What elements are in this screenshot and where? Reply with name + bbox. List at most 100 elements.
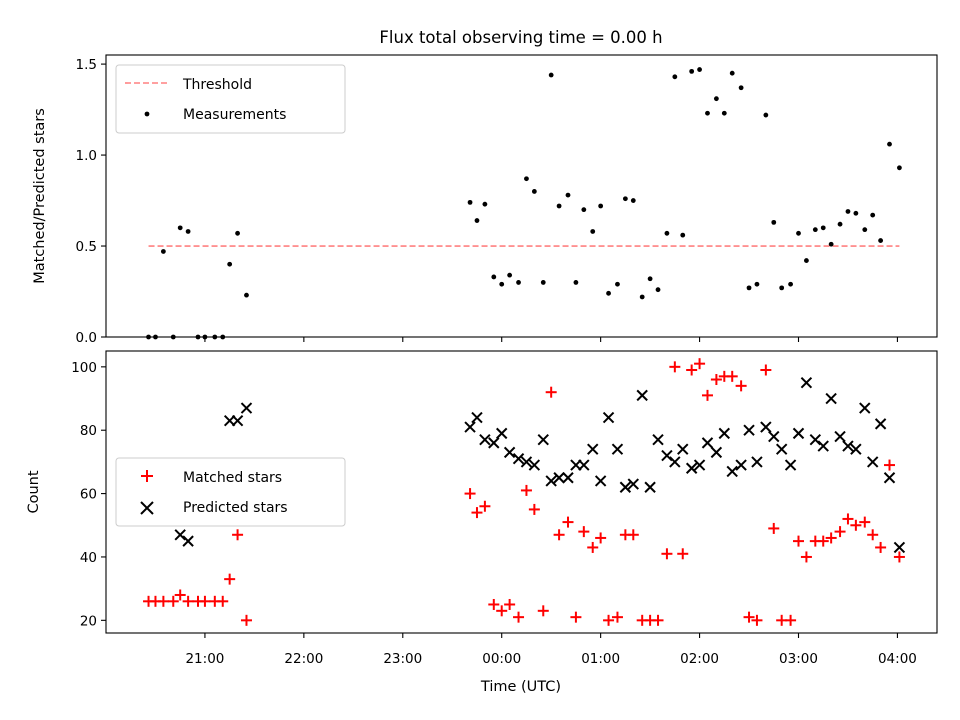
matched-point (726, 370, 738, 382)
predicted-point (652, 434, 664, 446)
matched-point (232, 529, 244, 541)
matched-point (488, 598, 500, 610)
matched-point (677, 548, 689, 560)
count-y-axis: 20 40 60 80 100 (71, 360, 106, 629)
x-tick-label: 22:00 (284, 651, 323, 667)
matched-point (199, 595, 211, 607)
matched-point (768, 522, 780, 534)
x-tick-label: 03:00 (779, 651, 818, 667)
ratio-y-axis: 0.0 0.5 1.0 1.5 (76, 57, 106, 346)
matched-point (859, 516, 871, 528)
measurement-point (606, 290, 611, 296)
measurement-point (672, 74, 678, 80)
predicted-point (760, 421, 772, 433)
measurement-point (548, 72, 554, 78)
predicted-point (768, 430, 780, 443)
measurement-point (853, 210, 859, 216)
matched-point (686, 364, 698, 376)
predicted-point (800, 376, 813, 389)
predicted-point (817, 440, 829, 452)
x-tick-label: 21:00 (185, 651, 224, 667)
predicted-point (743, 424, 755, 436)
measurement-point (779, 285, 785, 291)
predicted-point (594, 475, 607, 487)
predicted-legend-swatch (140, 501, 154, 515)
predicted-point (644, 481, 656, 493)
predicted-point (784, 459, 797, 471)
matched-point (157, 595, 169, 607)
ratio-y-tick-label: 0.0 (76, 330, 97, 346)
count-y-axis-label: Count (26, 470, 42, 513)
measurement-point (531, 189, 537, 194)
measurement-point (482, 201, 488, 207)
predicted-point (883, 472, 896, 484)
x-tick-label: 00:00 (482, 651, 521, 667)
predicted-point (859, 402, 871, 414)
predicted-point (240, 402, 253, 414)
count-panel: 20 40 60 80 100 21:00 22:00 23:00 00:00 01:00 02:… (26, 350, 938, 695)
predicted-point (669, 456, 681, 468)
count-y-tick-label: 60 (80, 487, 97, 503)
matched-point (627, 529, 639, 541)
matched-point (479, 500, 491, 512)
predicted-point (874, 418, 887, 430)
measurement-point (524, 176, 529, 182)
matched-point (520, 484, 532, 496)
measurement-point (746, 285, 752, 291)
measurement-point (227, 261, 233, 267)
measurement-point (244, 292, 249, 298)
count-marks (143, 358, 906, 626)
matched-point (603, 614, 615, 626)
predicted-point (693, 459, 706, 471)
predicted-point (893, 541, 906, 554)
measurement-point (689, 68, 695, 74)
matched-point (850, 519, 862, 531)
measurement-point (630, 198, 636, 203)
predicted-point (562, 472, 574, 484)
predicted-point (479, 434, 491, 446)
measurement-point (763, 112, 769, 118)
chart-title: Flux total observing time = 0.00 h (379, 28, 662, 47)
measurement-point (622, 196, 628, 202)
measurement-point (788, 281, 793, 287)
measurement-point (897, 165, 902, 171)
matched-point (893, 551, 905, 563)
count-y-tick-label: 20 (80, 613, 97, 629)
matched-point (867, 529, 879, 541)
x-tick-label: 23:00 (383, 651, 422, 667)
predicted-point (842, 440, 854, 452)
predicted-point (471, 411, 483, 424)
matched-point (669, 361, 681, 373)
measurement-point (664, 230, 670, 236)
measurement-point (796, 230, 801, 236)
x-tick-label: 01:00 (581, 651, 620, 667)
measurement-point (170, 334, 176, 340)
measurement-point (491, 274, 497, 280)
matched-point (735, 380, 747, 392)
predicted-point (553, 472, 565, 484)
measurement-point (647, 276, 653, 282)
matched-point (800, 551, 812, 563)
measurement-point (870, 212, 876, 218)
matched-point (528, 503, 540, 515)
matched-point (751, 614, 763, 626)
predicted-point (701, 437, 714, 449)
matched-point (217, 595, 229, 607)
measurement-point (195, 334, 201, 340)
matched-point (817, 535, 829, 547)
predicted-point (537, 434, 549, 446)
predicted-point (174, 529, 186, 541)
matched-point (513, 611, 525, 623)
measurement-point (680, 232, 686, 238)
matched-point (224, 573, 236, 585)
measurement-point (713, 96, 719, 102)
ratio-y-tick-label: 1.5 (76, 57, 97, 73)
matched-point (661, 548, 673, 560)
predicted-point (503, 446, 516, 459)
measurements-legend-swatch (144, 111, 150, 117)
measurement-point (474, 218, 480, 223)
predicted-point (834, 430, 846, 443)
measurement-point (729, 70, 735, 76)
count-x-axis: 21:00 22:00 23:00 00:00 01:00 02:00 03:00 04:00 (185, 633, 917, 667)
